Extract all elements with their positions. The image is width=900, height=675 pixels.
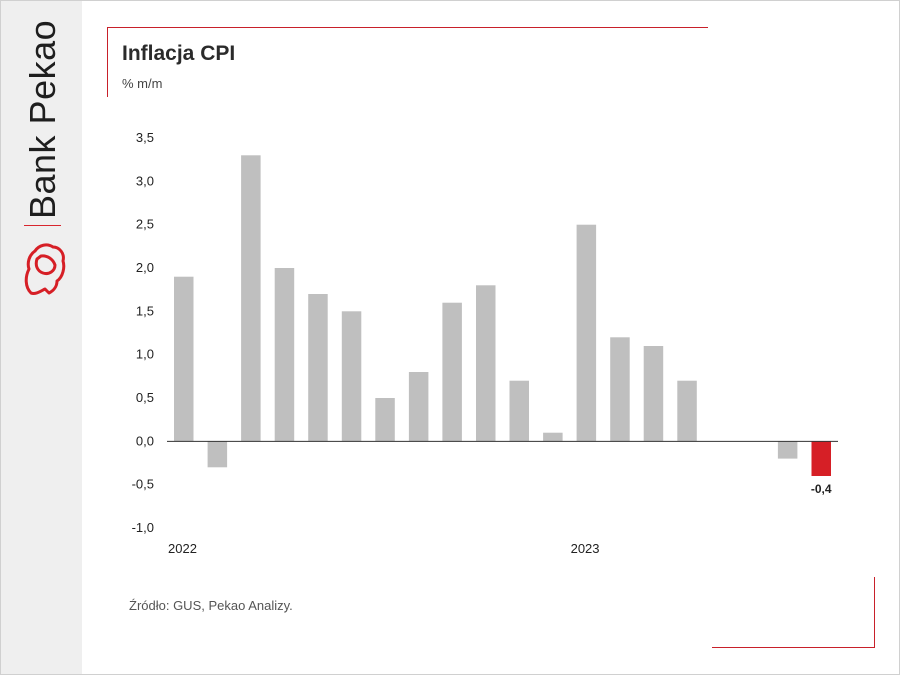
header-accent-line-top: [107, 27, 708, 28]
bar-2: [241, 155, 261, 442]
y-tick-label: 1,0: [136, 347, 154, 362]
bar-12: [576, 224, 597, 442]
bar-18: [777, 441, 798, 459]
y-tick-label: 0,5: [136, 390, 154, 405]
header-accent-line-left: [107, 27, 108, 97]
bar-10: [509, 380, 529, 442]
source-note: Źródło: GUS, Pekao Analizy.: [129, 598, 293, 613]
bar-9: [476, 285, 496, 442]
bar-6: [375, 398, 395, 442]
bison-logo-icon: [24, 243, 66, 295]
data-label: -0,4: [811, 482, 832, 496]
y-tick-label: 0,0: [136, 433, 154, 448]
y-tick-label: -0,5: [132, 477, 154, 492]
bar-4: [308, 294, 328, 442]
y-tick-label: 3,5: [136, 130, 154, 145]
bar-13: [610, 337, 630, 442]
bar-5: [341, 311, 362, 442]
logo-separator: [24, 225, 61, 226]
bar-8: [442, 302, 462, 442]
y-tick-label: -1,0: [132, 520, 154, 535]
bar-19: [811, 441, 831, 476]
bar-14: [643, 346, 664, 442]
bar-0: [174, 276, 194, 442]
bar-15: [677, 380, 697, 442]
brand-sidebar: Bank Pekao: [1, 1, 82, 674]
bar-1: [207, 441, 228, 468]
y-tick-label: 2,5: [136, 217, 154, 232]
y-tick-label: 1,5: [136, 303, 154, 318]
bar-11: [543, 432, 563, 442]
footer-accent-line-right: [874, 577, 875, 648]
footer-accent-line-bottom: [712, 647, 874, 648]
chart-title: Inflacja CPI: [122, 42, 236, 65]
y-tick-label: 3,0: [136, 173, 154, 188]
bar-3: [274, 268, 295, 442]
chart-unit-label: % m/m: [122, 76, 163, 91]
y-tick-label: 2,0: [136, 260, 154, 275]
x-tick-label: 2022: [168, 541, 197, 556]
x-tick-label: 2023: [571, 541, 600, 556]
bar-7: [408, 372, 429, 442]
